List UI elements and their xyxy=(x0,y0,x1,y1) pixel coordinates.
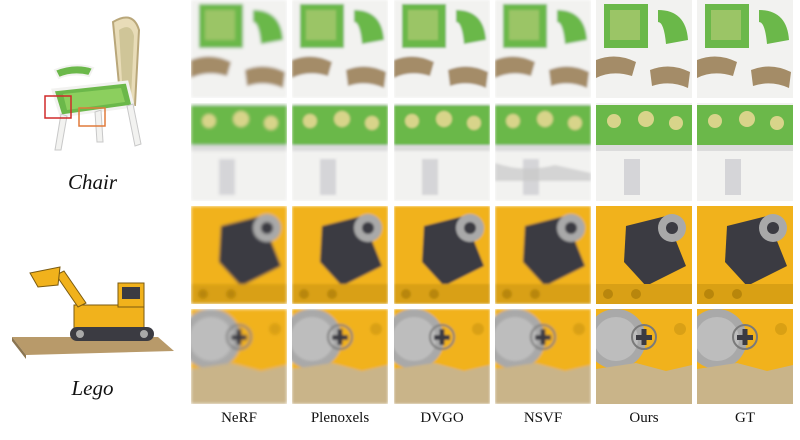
crop-chair-2-dvgo xyxy=(394,103,490,201)
crop-lego-1-ours xyxy=(596,206,692,304)
method-label-ours: Ours xyxy=(629,410,659,426)
crop-lego-2-plenoxels xyxy=(292,309,388,404)
method-label-gt: GT xyxy=(735,410,755,426)
crop-lego-2-ours xyxy=(596,309,692,404)
method-label-plenoxels: Plenoxels xyxy=(310,410,370,426)
scene-label-lego: Lego xyxy=(71,376,114,400)
crop-lego-2-nerf xyxy=(191,309,287,404)
crop-chair-2-ours xyxy=(596,103,692,201)
crop-lego-2-dvgo xyxy=(394,309,490,404)
method-label-nerf: NeRF xyxy=(221,410,257,426)
crop-chair-2-nsvf xyxy=(495,103,591,201)
crop-lego-1-nsvf xyxy=(495,206,591,304)
method-label-dvgo: DVGO xyxy=(420,410,464,426)
crop-lego-2-nsvf xyxy=(495,309,591,404)
lego-thumbnail xyxy=(8,255,178,365)
crop-lego-1-dvgo xyxy=(394,206,490,304)
method-label-nsvf: NSVF xyxy=(523,410,563,426)
crop-chair-1-plenoxels xyxy=(292,0,388,98)
crop-chair-1-dvgo xyxy=(394,0,490,98)
crop-lego-1-nerf xyxy=(191,206,287,304)
crop-chair-1-ours xyxy=(596,0,692,98)
crop-chair-2-nerf xyxy=(191,103,287,201)
crop-chair-2-gt xyxy=(697,103,793,201)
crop-lego-1-plenoxels xyxy=(292,206,388,304)
crop-chair-1-nsvf xyxy=(495,0,591,98)
scene-column: Chair Lego xyxy=(0,0,185,440)
crop-lego-2-gt xyxy=(697,309,793,404)
crop-lego-1-gt xyxy=(697,206,793,304)
crop-chair-1-nerf xyxy=(191,0,287,98)
chair-thumbnail xyxy=(35,10,155,160)
scene-label-chair: Chair xyxy=(67,170,117,194)
crop-chair-1-gt xyxy=(697,0,793,98)
crop-chair-2-plenoxels xyxy=(292,103,388,201)
comparison-grid xyxy=(191,0,798,404)
